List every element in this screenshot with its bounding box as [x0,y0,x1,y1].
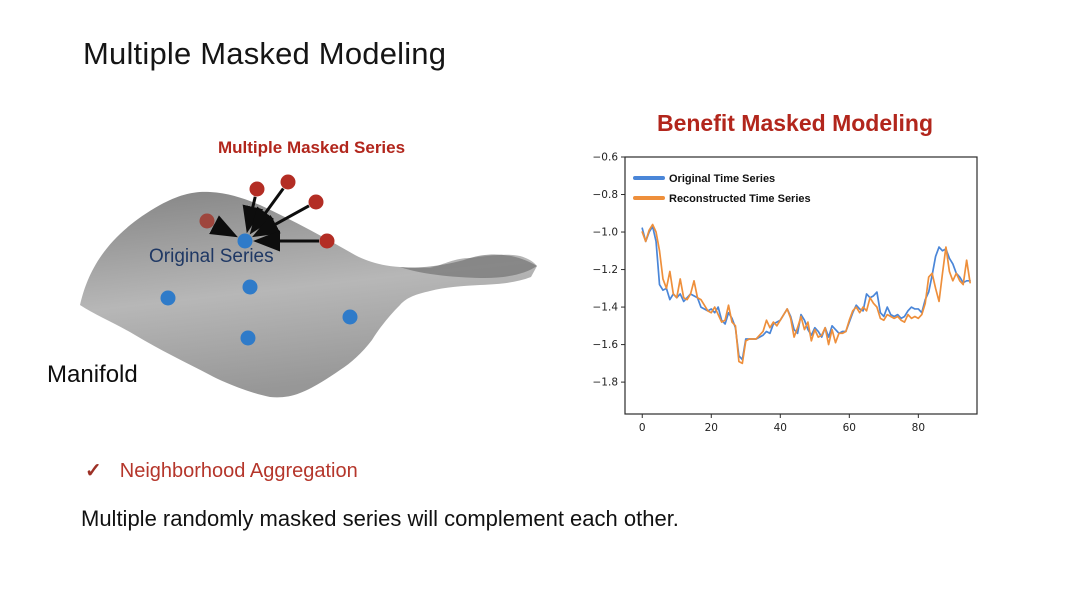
benefit-chart: −0.6 −0.8 −1.0 −1.2 −1.4 −1.6 −1.8 0 20 40 60 80 Ori… [593,152,978,434]
x-tick-label: 20 [705,422,718,434]
masked-series-dot-0 [249,181,265,197]
masked-series-dot-2 [308,194,324,210]
x-tick-label: 40 [774,422,787,434]
masked-series-dot-4 [319,233,335,249]
checkmark-icon: ✓ [85,460,102,482]
y-tick-label: −0.8 [593,189,619,201]
plot-frame [624,156,978,415]
original-series-label: Original Series [149,246,274,267]
conclusion-text: Multiple randomly masked series will com… [81,506,679,531]
bullet-row: ✓ Neighborhood Aggregation [85,458,358,483]
masked-series-dot-3 [199,213,215,229]
chart-title: Benefit Masked Modeling [656,110,934,136]
manifold-fold-shadow [400,254,537,278]
page-title: Multiple Masked Modeling [83,36,447,71]
manifold-label: Manifold [47,361,138,388]
series-line-1 [641,223,971,365]
neighbor-series-dot-3 [240,330,256,346]
y-tick-label: −1.2 [593,264,619,276]
manifold-diagram [80,174,537,398]
y-tick-label: −1.4 [593,302,619,314]
original-series-dot [237,233,253,249]
bullet-label: Neighborhood Aggregation [119,460,358,482]
y-tick-label: −1.6 [593,339,619,351]
y-tick-label: −1.8 [593,377,619,389]
aggregation-arrow-3 [209,215,238,238]
x-tick-label: 80 [912,422,925,434]
y-tick-label: −1.0 [593,227,619,239]
manifold-surface [80,191,537,398]
x-tick-label: 0 [639,422,646,434]
neighbor-series-dot-2 [342,309,358,325]
legend-label-0: Original Time Series [669,173,775,185]
masked-series-dot-1 [280,174,296,190]
masked-series-label: Multiple Masked Series [218,138,406,157]
legend-label-1: Reconstructed Time Series [669,193,811,205]
neighbor-series-dot-1 [160,290,176,306]
neighbor-series-dot-0 [242,279,258,295]
x-tick-label: 60 [843,422,856,434]
y-tick-label: −0.6 [593,152,619,164]
aggregation-arrow-2 [252,204,310,238]
